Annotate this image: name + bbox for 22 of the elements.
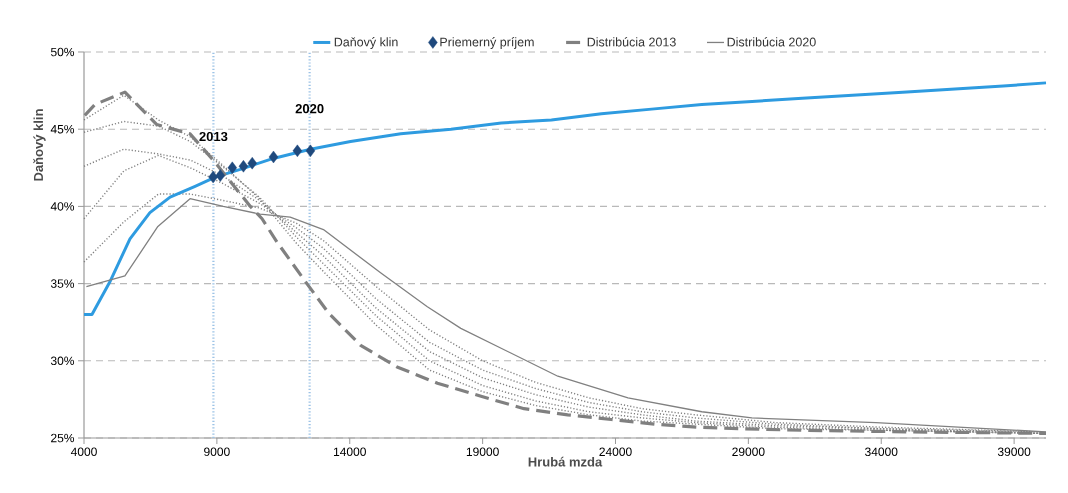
legend-label: Priemerný príjem <box>440 37 534 49</box>
y-tick-label: 50% <box>50 47 75 57</box>
y-tick-label: 40% <box>50 202 75 211</box>
annotation: 2013 <box>199 131 228 142</box>
y-tick-label: 35% <box>50 279 75 288</box>
x-axis-title: Hrubá mzda <box>528 456 603 467</box>
legend-label: Daňový klin <box>334 37 398 49</box>
legend-label: Distribúcia 2020 <box>727 37 816 47</box>
y-tick-label: 30% <box>50 356 75 366</box>
x-tick-label: 9000 <box>204 447 230 457</box>
x-tick-label: 19000 <box>466 447 499 457</box>
x-tick-label: 29000 <box>732 447 765 457</box>
x-tick-label: 34000 <box>865 447 898 457</box>
annotation: 2020 <box>295 104 324 114</box>
x-tick-label: 24000 <box>599 447 632 457</box>
y-axis-title: Daňový klin <box>33 109 46 181</box>
y-tick-label: 45% <box>50 124 75 134</box>
y-tick-label: 25% <box>51 433 75 443</box>
x-tick-label: 4000 <box>70 447 97 457</box>
x-tick-label: 39000 <box>997 447 1031 457</box>
legend-label: Distribúcia 2013 <box>587 37 676 47</box>
x-tick-label: 14000 <box>333 447 366 457</box>
